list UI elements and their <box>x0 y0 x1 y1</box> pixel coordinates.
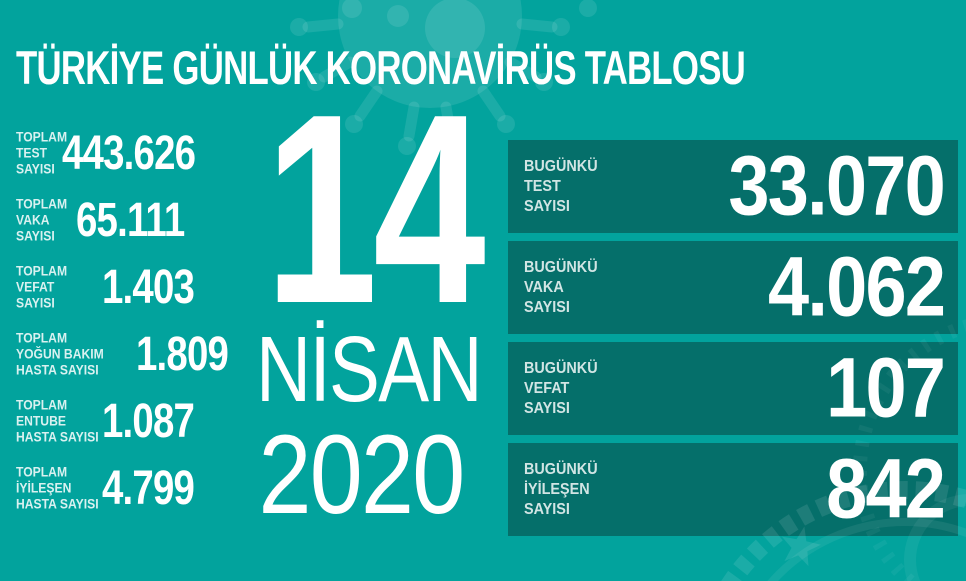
total-intubated-value: 1.087 <box>102 394 195 448</box>
page-title: TÜRKİYE GÜNLÜK KORONAVİRÜS TABLOSU <box>16 41 746 94</box>
daily-recovered-box: BUGÜNKÜ İYİLEŞEN SAYISI 842 <box>508 443 958 536</box>
total-intubated-label: TOPLAM ENTUBE HASTA SAYISI <box>16 396 99 445</box>
total-icu-value: 1.809 <box>136 327 229 381</box>
total-test-value: 443.626 <box>62 126 196 180</box>
date-year: 2020 <box>258 412 466 537</box>
daily-death-label: BUGÜNKÜ VEFAT SAYISI <box>524 359 598 417</box>
date-month: NİSAN <box>256 317 483 421</box>
total-test-label: TOPLAM TEST SAYISI <box>16 128 68 177</box>
total-intubated-row: TOPLAM ENTUBE HASTA SAYISI 1.087 <box>16 388 266 455</box>
totals-column: TOPLAM TEST SAYISI 443.626 TOPLAM VAKA S… <box>16 120 266 522</box>
total-recovered-value: 4.799 <box>102 461 195 515</box>
daily-test-box: BUGÜNKÜ TEST SAYISI 33.070 <box>508 140 958 233</box>
total-icu-label: TOPLAM YOĞUN BAKIM HASTA SAYISI <box>16 329 104 378</box>
daily-case-label: BUGÜNKÜ VAKA SAYISI <box>524 258 598 316</box>
total-recovered-label: TOPLAM İYİLEŞEN HASTA SAYISI <box>16 463 99 512</box>
daily-death-value: 107 <box>825 339 946 434</box>
daily-case-value: 4.062 <box>767 238 946 333</box>
total-icu-row: TOPLAM YOĞUN BAKIM HASTA SAYISI 1.809 <box>16 321 266 388</box>
daily-test-label: BUGÜNKÜ TEST SAYISI <box>524 157 598 215</box>
total-case-row: TOPLAM VAKA SAYISI 65.111 <box>16 187 266 254</box>
daily-test-value: 33.070 <box>728 137 945 232</box>
daily-column: BUGÜNKÜ TEST SAYISI 33.070 BUGÜNKÜ VAKA … <box>508 140 958 544</box>
total-case-label: TOPLAM VAKA SAYISI <box>16 195 68 244</box>
total-death-value: 1.403 <box>102 260 195 314</box>
total-test-row: TOPLAM TEST SAYISI 443.626 <box>16 120 266 187</box>
daily-case-box: BUGÜNKÜ VAKA SAYISI 4.062 <box>508 241 958 334</box>
total-death-row: TOPLAM VEFAT SAYISI 1.403 <box>16 254 266 321</box>
daily-death-box: BUGÜNKÜ VEFAT SAYISI 107 <box>508 342 958 435</box>
date-day: 14 <box>265 59 486 360</box>
total-case-value: 65.111 <box>76 193 185 247</box>
daily-recovered-value: 842 <box>825 440 946 535</box>
total-recovered-row: TOPLAM İYİLEŞEN HASTA SAYISI 4.799 <box>16 455 266 522</box>
total-death-label: TOPLAM VEFAT SAYISI <box>16 262 68 311</box>
daily-recovered-label: BUGÜNKÜ İYİLEŞEN SAYISI <box>524 460 598 518</box>
